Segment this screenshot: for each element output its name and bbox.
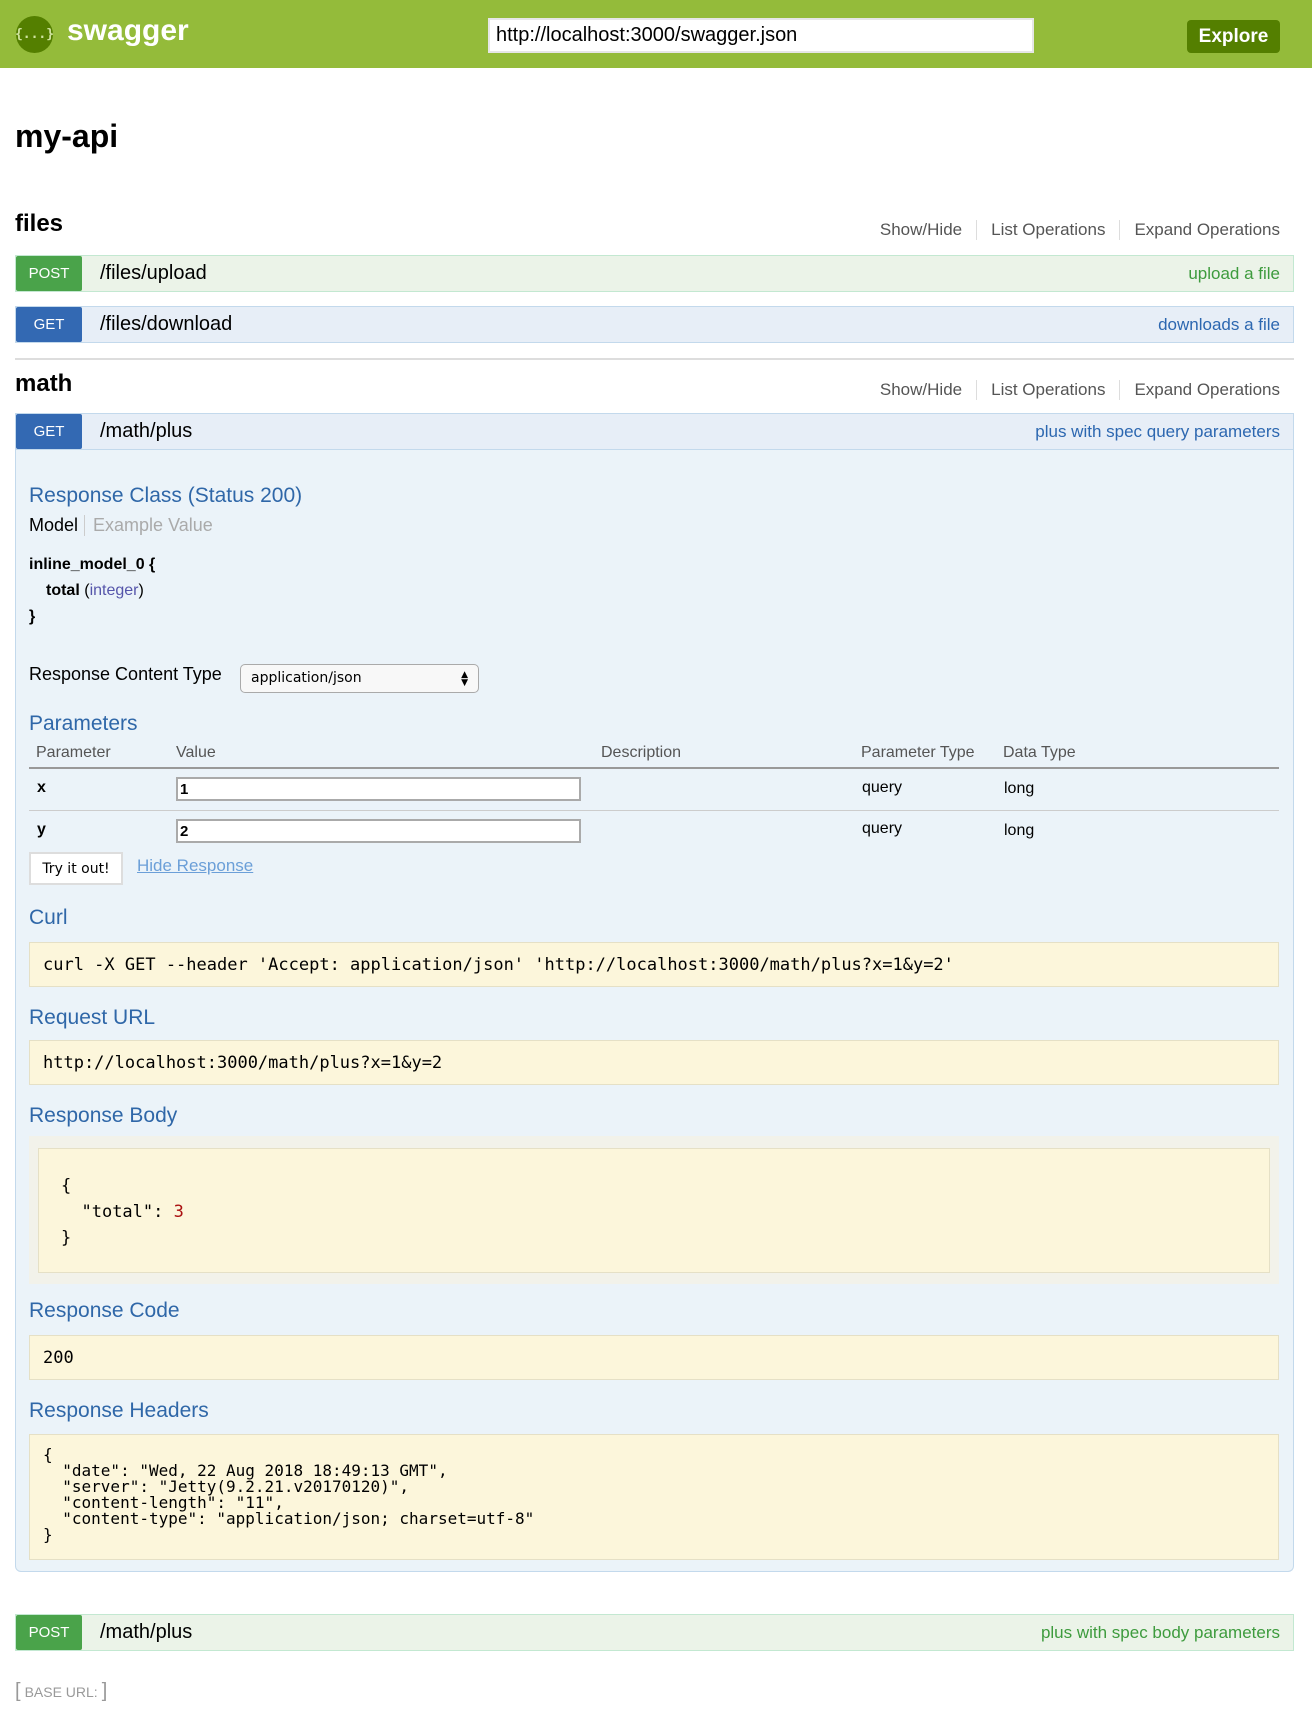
property-name: total xyxy=(46,582,80,599)
param-y-input[interactable] xyxy=(176,819,581,843)
brand-name: swagger xyxy=(67,14,189,47)
operation-summary[interactable]: upload a file xyxy=(1188,263,1280,283)
operation-path[interactable]: /files/download xyxy=(100,313,233,335)
try-it-out-button[interactable]: Try it out! xyxy=(29,852,123,885)
method-badge: GET xyxy=(16,307,82,342)
base-url-label: BASE URL: xyxy=(24,1683,98,1700)
select-arrows-icon: ▲ ▼ xyxy=(461,670,468,688)
col-description: Description xyxy=(601,744,682,761)
response-class-heading: Response Class (Status 200) xyxy=(29,484,303,507)
param-x-data-type: long xyxy=(1004,780,1035,797)
param-x-type: query xyxy=(862,779,903,796)
col-parameter-type: Parameter Type xyxy=(861,744,975,761)
method-badge: POST xyxy=(16,1615,82,1650)
bracket-close: ] xyxy=(101,1680,108,1702)
spec-url-input[interactable] xyxy=(488,18,1034,53)
expand-operations-link[interactable]: Expand Operations xyxy=(1134,220,1280,239)
model-tab[interactable]: Model xyxy=(29,515,86,536)
resource-math-heading[interactable]: math xyxy=(15,370,73,397)
table-header-rule xyxy=(29,767,1279,769)
operation-details-panel xyxy=(15,450,1294,1572)
operation-post-files-upload[interactable]: POST /files/upload upload a file xyxy=(15,255,1294,292)
param-y-type: query xyxy=(862,820,903,837)
property-type: integer xyxy=(89,582,139,599)
resource-math-links: Show/Hide List Operations Expand Operati… xyxy=(866,380,1280,400)
operation-summary[interactable]: plus with spec body parameters xyxy=(1040,1622,1280,1642)
model-tabs: Model Example Value xyxy=(29,515,213,536)
param-name-x: x xyxy=(37,779,46,796)
operation-post-math-plus[interactable]: POST /math/plus plus with spec body para… xyxy=(15,1614,1294,1651)
response-body-heading: Response Body xyxy=(29,1104,178,1127)
explore-button[interactable]: Explore xyxy=(1187,20,1280,53)
request-url: http://localhost:3000/math/plus?x=1&y=2 xyxy=(29,1040,1279,1085)
operation-get-math-plus[interactable]: GET /math/plus plus with spec query para… xyxy=(15,413,1294,450)
param-y-data-type: long xyxy=(1004,822,1035,839)
selected-content-type: application/json xyxy=(251,670,362,686)
hide-response-link[interactable]: Hide Response xyxy=(137,856,254,875)
model-close: } xyxy=(29,608,36,625)
method-badge: GET xyxy=(16,414,82,449)
row-divider xyxy=(29,810,1279,811)
request-url-heading: Request URL xyxy=(29,1006,156,1029)
expand-operations-link[interactable]: Expand Operations xyxy=(1134,380,1280,399)
model-name: inline_model_0 { xyxy=(29,556,156,573)
api-title: my-api xyxy=(15,118,119,154)
example-value-tab[interactable]: Example Value xyxy=(93,515,213,535)
response-code-heading: Response Code xyxy=(29,1299,180,1322)
show-hide-link[interactable]: Show/Hide xyxy=(866,380,978,400)
bracket-open: [ xyxy=(15,1680,21,1702)
divider xyxy=(15,358,1294,360)
operation-path[interactable]: /files/upload xyxy=(100,262,207,284)
swagger-logo-icon: {...} xyxy=(15,16,54,53)
body-close: } xyxy=(61,1228,72,1248)
show-hide-link[interactable]: Show/Hide xyxy=(866,220,978,240)
col-data-type: Data Type xyxy=(1003,744,1076,761)
body-key: "total": xyxy=(81,1202,174,1222)
list-operations-link[interactable]: List Operations xyxy=(977,380,1121,400)
operation-summary[interactable]: plus with spec query parameters xyxy=(1035,421,1280,441)
param-x-input[interactable] xyxy=(176,777,581,801)
content-type-select[interactable]: application/json ▲ ▼ xyxy=(240,664,479,693)
curl-command: curl -X GET --header 'Accept: applicatio… xyxy=(29,942,1279,987)
response-code: 200 xyxy=(29,1335,1279,1380)
param-name-y: y xyxy=(37,821,46,838)
operation-summary[interactable]: downloads a file xyxy=(1158,314,1280,334)
resource-files-links: Show/Hide List Operations Expand Operati… xyxy=(866,220,1280,240)
curl-heading: Curl xyxy=(29,906,68,929)
top-bar: {...} swagger Explore xyxy=(0,0,1312,68)
col-value: Value xyxy=(176,744,216,761)
base-url-footer: [ BASE URL: ] xyxy=(15,1680,107,1703)
content-type-label: Response Content Type xyxy=(29,664,222,684)
body-open: { xyxy=(61,1176,72,1196)
model-property: total (integer) xyxy=(46,582,144,599)
parameters-heading: Parameters xyxy=(29,712,138,735)
body-value: 3 xyxy=(173,1202,184,1222)
response-headers: { "date": "Wed, 22 Aug 2018 18:49:13 GMT… xyxy=(29,1434,1279,1560)
method-badge: POST xyxy=(16,256,82,291)
resource-files-heading[interactable]: files xyxy=(15,210,64,237)
response-headers-heading: Response Headers xyxy=(29,1399,209,1422)
body-line: "total": 3 xyxy=(61,1199,1247,1225)
operation-path[interactable]: /math/plus xyxy=(100,420,193,442)
operation-get-files-download[interactable]: GET /files/download downloads a file xyxy=(15,306,1294,343)
operation-path[interactable]: /math/plus xyxy=(100,1621,193,1643)
response-body: { "total": 3} xyxy=(38,1148,1270,1273)
col-parameter: Parameter xyxy=(36,744,111,761)
list-operations-link[interactable]: List Operations xyxy=(977,220,1121,240)
